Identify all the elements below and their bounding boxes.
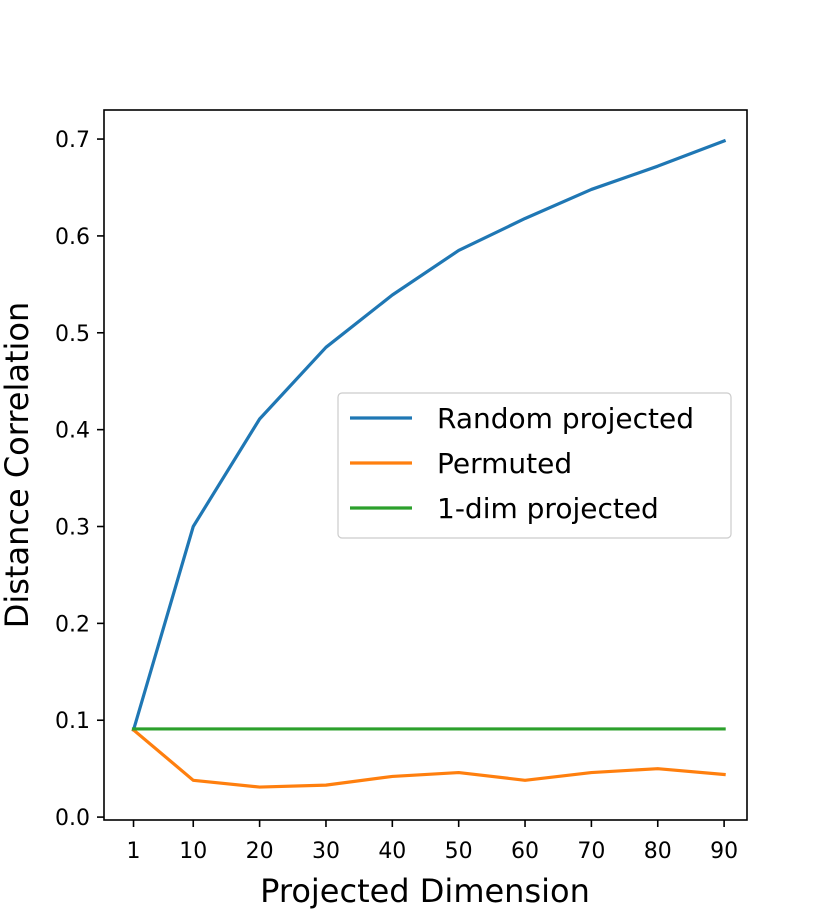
y-tick-label: 0.7 xyxy=(55,128,90,153)
series-layer xyxy=(131,138,727,789)
x-tick-label: 40 xyxy=(378,839,406,864)
series-line-random-projected xyxy=(131,138,727,732)
y-tick-label: 0.0 xyxy=(55,806,90,831)
x-tick-label: 50 xyxy=(445,839,473,864)
x-tick-label: 90 xyxy=(710,839,738,864)
x-tick-label: 70 xyxy=(577,839,605,864)
x-axis: 1 10 20 30 40 50 60 70 80 90 xyxy=(127,820,738,864)
y-axis: 0.0 0.1 0.2 0.3 0.4 0.5 0.6 0.7 xyxy=(55,128,104,831)
y-tick-label: 0.6 xyxy=(55,225,90,250)
y-tick-label: 0.2 xyxy=(55,612,90,637)
y-tick-label: 0.4 xyxy=(55,419,90,444)
x-tick-label: 80 xyxy=(644,839,672,864)
plot-frame xyxy=(103,109,748,821)
legend-label-random-projected: Random projected xyxy=(437,402,694,435)
y-tick-label: 0.3 xyxy=(55,516,90,541)
legend-label-1-dim-projected: 1-dim projected xyxy=(437,492,659,525)
x-tick-label: 30 xyxy=(312,839,340,864)
x-tick-label: 1 xyxy=(127,839,141,864)
x-tick-label: 20 xyxy=(246,839,274,864)
series-line-permuted xyxy=(131,727,726,789)
y-axis-title: Distance Correlation xyxy=(0,302,36,629)
legend-box xyxy=(337,392,732,539)
x-axis-title: Projected Dimension xyxy=(260,872,590,910)
x-tick-label: 60 xyxy=(511,839,539,864)
legend: Random projected Permuted 1-dim projected xyxy=(337,392,732,539)
y-tick-label: 0.1 xyxy=(55,709,90,734)
legend-label-permuted: Permuted xyxy=(437,447,572,480)
x-tick-label: 10 xyxy=(179,839,207,864)
y-tick-label: 0.5 xyxy=(55,322,90,347)
